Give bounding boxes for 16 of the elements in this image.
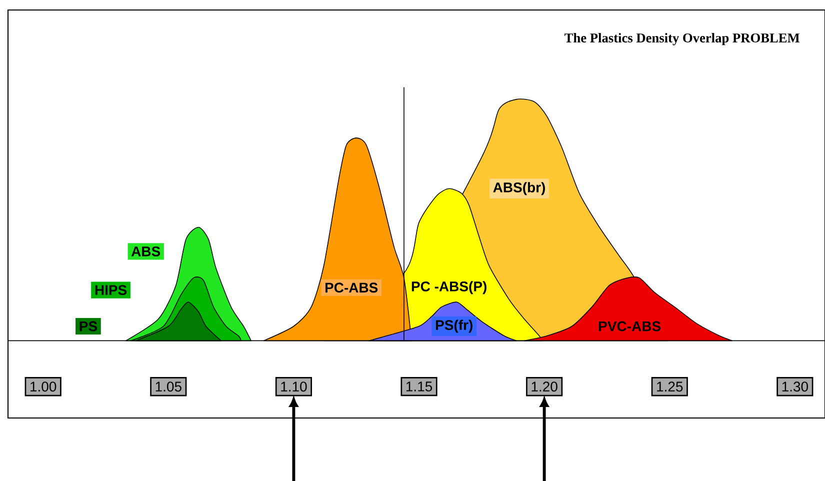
x-tick-label: 1.05	[156, 382, 182, 392]
series-label: PS(fr)	[436, 320, 472, 333]
series-label: PC -ABS(P)	[412, 281, 486, 294]
x-tick-label: 1.10	[281, 382, 307, 392]
x-tick-label: 1.20	[532, 382, 558, 392]
chart-title: The Plastics Density Overlap PROBLEM	[564, 33, 800, 46]
text: HIPS	[95, 285, 127, 296]
series-label: ABS	[131, 246, 160, 256]
text: PS	[80, 321, 97, 332]
x-tick-label: 1.25	[657, 382, 683, 392]
series-label: ABS(br)	[493, 182, 545, 196]
series-label: PVC-ABS	[598, 321, 660, 332]
x-tick-label: 1.30	[782, 382, 808, 392]
series-label: PC-ABS	[325, 282, 378, 293]
x-tick-label: 1.00	[30, 382, 56, 392]
x-tick-label: 1.15	[406, 382, 432, 392]
